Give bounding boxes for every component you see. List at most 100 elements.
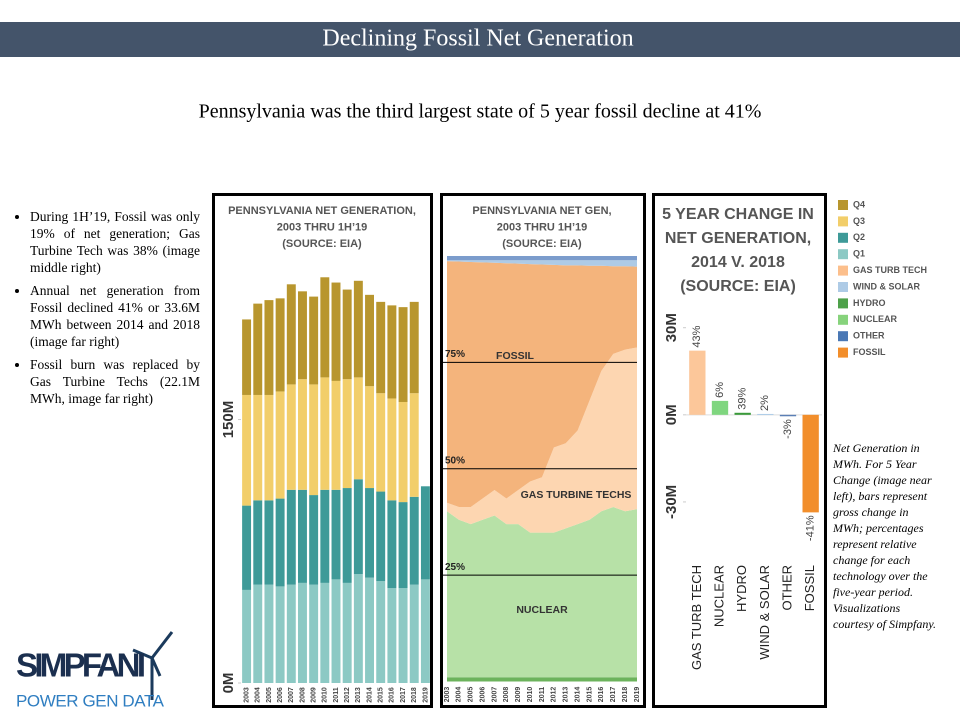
x-tick-label: 2008 (299, 687, 306, 703)
bar-segment (309, 296, 319, 385)
y-tick-label: 150M (220, 401, 237, 439)
x-tick-label: 2005 (266, 687, 273, 703)
x-tick-label: 2008 (503, 687, 510, 703)
area (447, 347, 637, 533)
legend-swatch (838, 282, 848, 292)
logo-icon (132, 631, 174, 700)
area (447, 677, 637, 682)
y-tick-label: 0M (220, 673, 237, 694)
bar-segment (275, 586, 285, 683)
bar-segment (320, 377, 330, 490)
bar-segment (376, 393, 386, 492)
bar-segment (286, 284, 296, 385)
legend-label: GAS TURB TECH (853, 265, 927, 275)
area (447, 260, 637, 267)
chart-title: 2003 THRU 1H’19 (277, 221, 368, 233)
bar-segment (387, 305, 397, 399)
bar-segment (286, 384, 296, 490)
x-tick-label: NUCLEAR (711, 565, 726, 627)
area-label: FOSSIL (496, 350, 535, 362)
legend-label: Q4 (853, 199, 865, 209)
bar-segment (286, 584, 296, 683)
bar-segment (331, 579, 341, 683)
bar (757, 413, 774, 415)
bar-segment (309, 584, 319, 683)
bar-segment (376, 301, 386, 394)
x-tick-label: HYDRO (734, 565, 749, 612)
bar-segment (242, 505, 252, 590)
bullet: Annual net generation from Fossil declin… (30, 282, 200, 350)
chart-title: (SOURCE: EIA) (680, 278, 796, 295)
bar-segment (331, 489, 341, 580)
bar-segment (298, 291, 307, 380)
legend-swatch (838, 347, 848, 358)
bar-segment (353, 479, 363, 575)
x-tick-label: 2007 (491, 687, 498, 703)
bullet: Fossil burn was replaced by Gas Turbine … (30, 356, 200, 407)
y-tick-label: -30M (663, 485, 680, 519)
bar-segment (342, 379, 352, 489)
bar-segment (398, 588, 408, 683)
area (447, 507, 637, 678)
x-tick-label: 2009 (515, 687, 522, 703)
bar-segment (342, 488, 352, 583)
chart-title: (SOURCE: EIA) (502, 238, 582, 250)
bar-segment (409, 584, 419, 683)
value-label: -41% (805, 515, 817, 541)
bar (689, 350, 706, 415)
bar-segment (353, 280, 363, 378)
bar-segment (298, 582, 307, 683)
bar-segment (320, 582, 330, 683)
bar (802, 414, 819, 513)
x-tick-label: 2017 (400, 687, 407, 703)
bullet: During 1H’19, Fossil was only 19% of net… (30, 208, 200, 276)
bar-segment (409, 301, 419, 394)
legend-label: NUCLEAR (853, 314, 897, 324)
panel (652, 193, 827, 708)
bar (779, 414, 797, 417)
bar-segment (387, 588, 397, 683)
x-tick-label: 2013 (563, 687, 570, 703)
value-label: 43% (691, 325, 703, 347)
y-tick-label: 50% (445, 455, 465, 466)
bar-segment (309, 384, 319, 496)
x-tick-label: 2010 (322, 687, 329, 703)
x-tick-label: OTHER (779, 565, 794, 611)
x-tick-label: 2005 (468, 687, 475, 703)
legend-swatch (838, 216, 848, 227)
y-tick-label: 75% (445, 349, 465, 360)
bar-segment (342, 582, 352, 683)
bar-segment (275, 391, 285, 499)
x-tick-label: 2006 (479, 687, 486, 703)
x-tick-label: 2006 (277, 687, 284, 703)
x-tick-label: 2016 (389, 687, 396, 703)
y-tick-label: 0M (663, 404, 680, 425)
bar-segment (242, 394, 252, 506)
legend-label: HYDRO (853, 298, 886, 308)
bar-segment (331, 282, 341, 381)
area (447, 261, 637, 508)
bar-segment (398, 401, 408, 503)
bar-segment (409, 496, 419, 585)
x-tick-label: 2003 (444, 687, 451, 703)
legend-swatch (838, 249, 848, 260)
x-tick-label: 2019 (422, 687, 429, 703)
chart-title: PENNSYLVANIA NET GEN, (472, 205, 611, 217)
legend-swatch (838, 298, 848, 309)
x-tick-label: 2009 (310, 687, 317, 703)
x-tick-label: 2018 (411, 687, 418, 703)
legend-swatch (838, 265, 848, 276)
bar-segment (365, 294, 374, 387)
bar-segment (264, 584, 274, 683)
legend-swatch (838, 232, 848, 243)
bar-segment (264, 300, 274, 395)
bar-segment (365, 386, 374, 489)
bullet-list: During 1H’19, Fossil was only 19% of net… (12, 208, 200, 413)
header-bar (0, 22, 960, 57)
legend-swatch (838, 331, 848, 342)
chart-title: 5 YEAR CHANGE IN (662, 206, 814, 223)
bar-segment (398, 307, 408, 402)
value-label: 6% (714, 382, 726, 398)
bar-segment (242, 319, 252, 395)
bar-segment (298, 489, 307, 583)
